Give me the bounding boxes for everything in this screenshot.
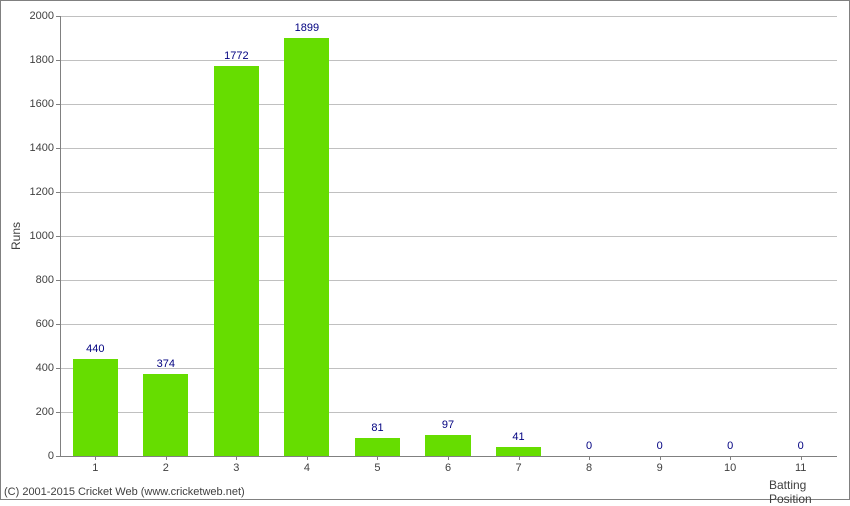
y-tick-mark	[56, 192, 60, 193]
x-tick-label: 7	[515, 462, 521, 474]
y-tick-mark	[56, 236, 60, 237]
bar	[143, 374, 188, 456]
y-tick-label: 1200	[30, 186, 54, 198]
x-tick-label: 11	[795, 462, 806, 474]
bar	[496, 447, 541, 456]
y-tick-mark	[56, 368, 60, 369]
x-tick-mark	[166, 456, 167, 460]
bar	[355, 438, 400, 456]
bar-value-label: 97	[442, 419, 454, 431]
grid-line	[61, 104, 837, 105]
grid-line	[61, 236, 837, 237]
chart-container: 0200400600800100012001400160018002000 12…	[0, 0, 850, 500]
x-tick-mark	[307, 456, 308, 460]
bar	[214, 66, 259, 456]
y-tick-mark	[56, 104, 60, 105]
x-tick-mark	[377, 456, 378, 460]
bar	[425, 435, 470, 456]
x-tick-mark	[236, 456, 237, 460]
grid-line	[61, 192, 837, 193]
x-tick-mark	[730, 456, 731, 460]
y-tick-mark	[56, 60, 60, 61]
y-axis-title: Runs	[9, 222, 23, 250]
bar-value-label: 0	[657, 440, 663, 452]
bar-value-label: 440	[86, 343, 104, 355]
x-tick-label: 3	[233, 462, 239, 474]
bar-value-label: 81	[371, 422, 383, 434]
bar-value-label: 0	[727, 440, 733, 452]
x-tick-label: 10	[724, 462, 736, 474]
y-tick-label: 1400	[30, 142, 54, 154]
y-tick-label: 2000	[30, 10, 54, 22]
grid-line	[61, 280, 837, 281]
grid-line	[61, 60, 837, 61]
bar-value-label: 1772	[224, 50, 248, 62]
y-tick-mark	[56, 412, 60, 413]
x-tick-mark	[519, 456, 520, 460]
y-tick-mark	[56, 324, 60, 325]
x-tick-mark	[448, 456, 449, 460]
bar	[284, 38, 329, 456]
grid-line	[61, 148, 837, 149]
y-tick-label: 600	[36, 318, 54, 330]
bar-value-label: 374	[157, 358, 175, 370]
y-tick-label: 400	[36, 362, 54, 374]
y-tick-mark	[56, 280, 60, 281]
x-tick-label: 5	[374, 462, 380, 474]
y-tick-mark	[56, 16, 60, 17]
x-tick-label: 8	[586, 462, 592, 474]
x-tick-label: 2	[163, 462, 169, 474]
x-tick-mark	[801, 456, 802, 460]
y-tick-label: 1000	[30, 230, 54, 242]
y-tick-label: 800	[36, 274, 54, 286]
y-tick-label: 200	[36, 406, 54, 418]
bar-value-label: 41	[512, 431, 524, 443]
copyright-text: (C) 2001-2015 Cricket Web (www.cricketwe…	[4, 486, 245, 498]
x-axis-title: Batting Position	[769, 478, 823, 506]
x-tick-label: 4	[304, 462, 310, 474]
bar	[73, 359, 118, 456]
x-tick-label: 1	[92, 462, 98, 474]
x-tick-mark	[589, 456, 590, 460]
grid-line	[61, 368, 837, 369]
y-tick-mark	[56, 148, 60, 149]
grid-line	[61, 324, 837, 325]
bar-value-label: 0	[798, 440, 804, 452]
y-tick-label: 1800	[30, 54, 54, 66]
y-tick-label: 0	[48, 450, 54, 462]
bar-value-label: 0	[586, 440, 592, 452]
x-tick-mark	[95, 456, 96, 460]
grid-line	[61, 16, 837, 17]
bar-value-label: 1899	[295, 22, 319, 34]
y-tick-mark	[56, 456, 60, 457]
x-tick-mark	[660, 456, 661, 460]
y-tick-label: 1600	[30, 98, 54, 110]
x-tick-label: 9	[657, 462, 663, 474]
x-tick-label: 6	[445, 462, 451, 474]
